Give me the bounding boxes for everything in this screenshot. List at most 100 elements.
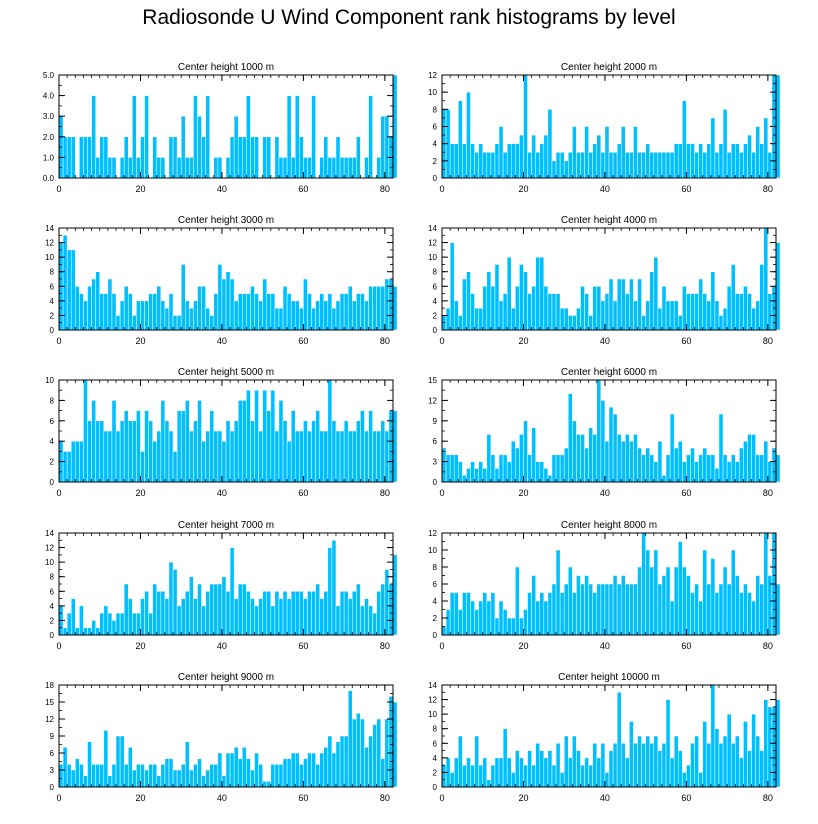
y-tick-label: 10 (45, 558, 54, 567)
histogram-bar (274, 764, 280, 788)
histogram-bar (612, 413, 618, 483)
histogram-bar (225, 591, 231, 636)
histogram-bar (75, 440, 80, 483)
histogram-bar (690, 592, 695, 636)
histogram-bar (254, 389, 259, 483)
histogram-bar (515, 447, 520, 483)
histogram-bar (470, 600, 475, 636)
histogram-bar (539, 143, 545, 179)
histogram-bar (62, 451, 68, 483)
histogram-bar (107, 157, 113, 179)
histogram-bar (502, 152, 508, 179)
y-tick-label: 10 (428, 546, 437, 555)
histogram-bar (645, 447, 650, 483)
histogram-bar (645, 143, 650, 179)
histogram-bar (360, 293, 365, 331)
histogram-bar (335, 300, 341, 331)
y-tick-label: 4 (50, 297, 55, 306)
histogram-bar (759, 454, 765, 483)
panel-9: Center height 9000 m 0 20 40 60 80 0 3 6 9 12 15 18 (45, 672, 398, 803)
histogram-bar (294, 300, 300, 331)
histogram-bar (127, 293, 133, 331)
histogram-bar (233, 420, 239, 483)
histogram-bar (254, 752, 259, 788)
histogram-bar (250, 420, 255, 483)
histogram-bar (140, 451, 145, 483)
panel-1: Center height 1000 m 0 20 40 60 80 0.0 1.0 2.0 3.… (43, 62, 398, 194)
histogram-bar (730, 549, 736, 636)
histogram-bar (144, 769, 149, 788)
histogram-bar (58, 764, 64, 788)
panel-title: Center height 4000 m (561, 215, 657, 226)
histogram-bar (726, 583, 732, 636)
histogram-bar (498, 600, 504, 636)
histogram-bar (759, 143, 765, 179)
histogram-bar (600, 743, 606, 788)
histogram-bar (466, 757, 471, 788)
histogram-bar (531, 764, 536, 788)
histogram-bar (449, 242, 455, 331)
histogram-bar (343, 591, 349, 636)
panel-title: Center height 3000 m (178, 215, 274, 226)
histogram-bar (339, 591, 345, 636)
histogram-bar (673, 735, 679, 788)
x-tick-label: 0 (439, 336, 444, 346)
histogram-bar (229, 278, 235, 331)
x-tick-label: 20 (135, 184, 145, 194)
histogram-bar (368, 735, 373, 788)
histogram-bar (682, 566, 687, 636)
histogram-bar (75, 627, 80, 636)
histogram-bar (739, 152, 744, 179)
histogram-bar (79, 136, 84, 179)
histogram-bar (225, 420, 231, 483)
histogram-bar (515, 286, 520, 331)
histogram-bar (580, 764, 585, 788)
histogram-bar (270, 605, 276, 636)
histogram-bar (319, 598, 324, 636)
histogram-bar (710, 271, 716, 331)
histogram-bar (217, 583, 223, 636)
histogram-bar (718, 743, 724, 788)
histogram-bar (539, 256, 545, 331)
histogram-bar (107, 612, 113, 636)
histogram-bar (376, 430, 382, 483)
histogram-bar (282, 157, 288, 179)
histogram-bar (217, 430, 223, 483)
histogram-bar (229, 547, 235, 636)
x-tick-label: 40 (217, 336, 227, 346)
y-tick-label: 3 (433, 458, 438, 467)
histogram-bar (751, 152, 756, 179)
histogram-bar (498, 300, 504, 331)
histogram-bar (686, 575, 691, 636)
histogram-bar (213, 293, 219, 331)
histogram-bar (388, 410, 394, 483)
histogram-bar (657, 583, 663, 636)
x-tick-label: 40 (217, 488, 227, 498)
histogram-bar (449, 454, 455, 483)
histogram-bar (633, 300, 638, 331)
histogram-bar (372, 724, 377, 788)
histogram-bar (307, 293, 312, 331)
histogram-bar (392, 74, 398, 179)
histogram-bar (364, 598, 369, 636)
histogram-bar (510, 307, 516, 331)
histogram-bar (645, 549, 650, 636)
histogram-bar (543, 134, 549, 179)
histogram-bar (79, 764, 84, 788)
y-tick-label: 6 (433, 437, 438, 446)
histogram-bar (233, 598, 239, 636)
histogram-bar (221, 775, 227, 788)
histogram-bar (66, 136, 72, 179)
x-tick-label: 40 (600, 793, 610, 803)
histogram-bar (608, 406, 614, 483)
histogram-bar (669, 600, 675, 636)
histogram-bar (547, 592, 553, 636)
histogram-bar (682, 100, 687, 179)
histogram-bar (168, 293, 174, 331)
histogram-bar (242, 583, 247, 636)
y-tick-label: 9 (433, 417, 438, 426)
histogram-bar (282, 591, 288, 636)
histogram-bar (70, 136, 76, 179)
x-tick-label: 40 (600, 488, 610, 498)
x-tick-label: 80 (380, 793, 390, 803)
